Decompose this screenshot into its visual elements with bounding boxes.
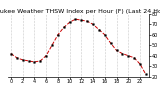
Title: Milwaukee Weather THSW Index per Hour (F) (Last 24 Hours): Milwaukee Weather THSW Index per Hour (F… (0, 9, 160, 14)
